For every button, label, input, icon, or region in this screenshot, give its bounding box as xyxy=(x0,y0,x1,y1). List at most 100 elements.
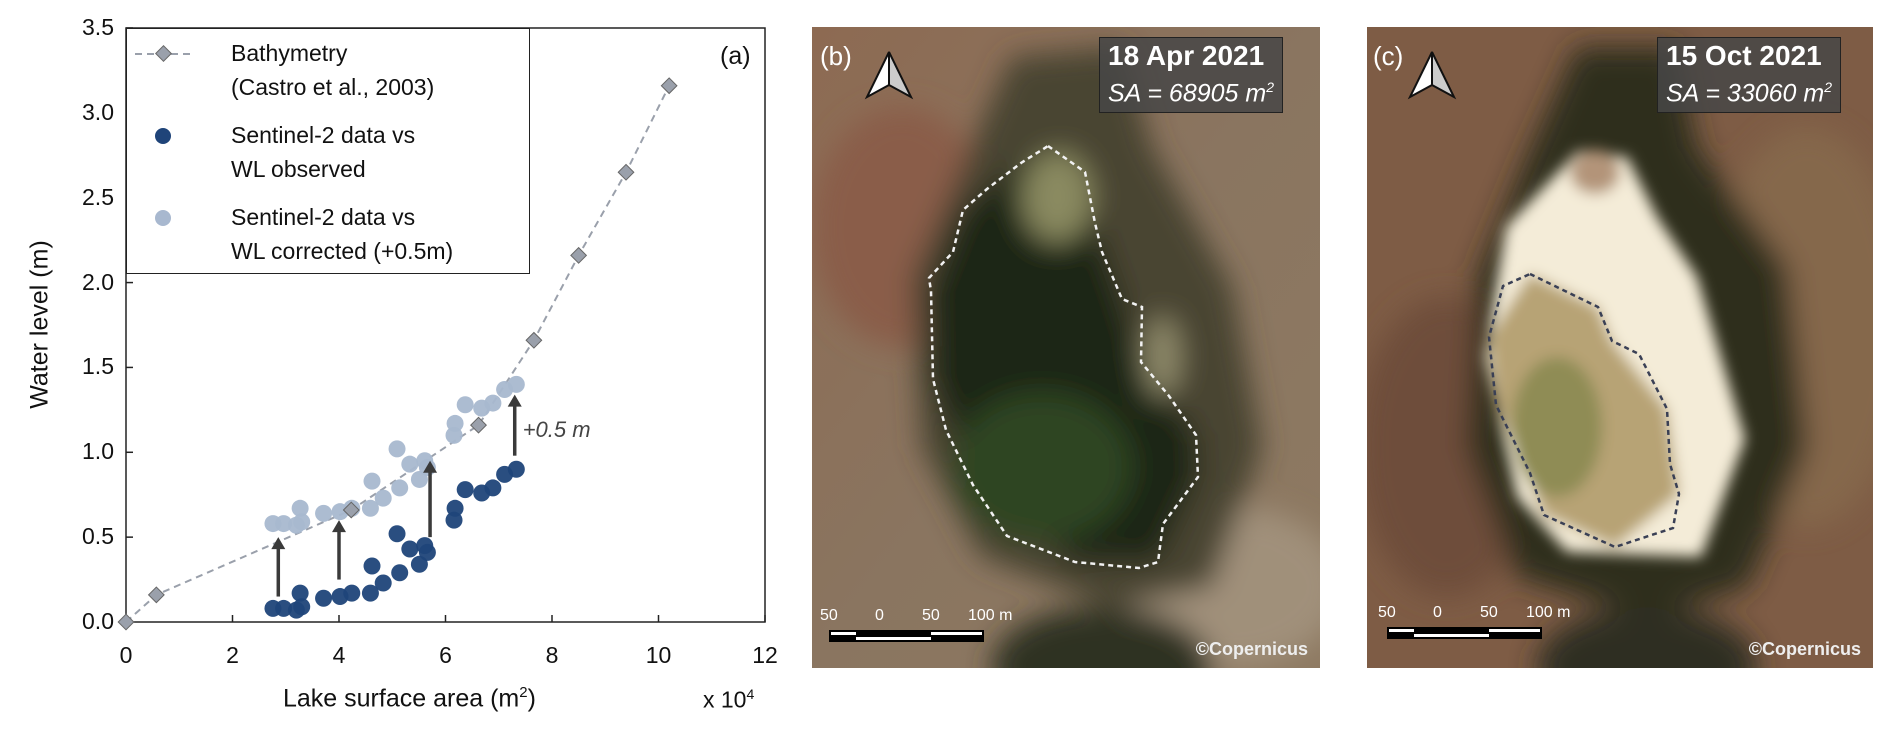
legend: Bathymetry (Castro et al., 2003) Sentine… xyxy=(126,28,530,274)
corrected-point xyxy=(388,440,406,458)
y-tick-label: 1.0 xyxy=(82,438,114,465)
bathymetry-point xyxy=(470,416,488,434)
observed-point xyxy=(484,479,502,497)
sa-text: SA = 68905 m xyxy=(1108,79,1267,108)
y-tick-label: 1.5 xyxy=(82,353,114,380)
corrected-point xyxy=(446,414,464,432)
x-tick-label: 12 xyxy=(752,642,778,668)
scale-label: 50 xyxy=(1480,604,1498,621)
observed-point xyxy=(388,525,406,543)
panel-a-label: (a) xyxy=(720,42,751,70)
scale-label: 100 m xyxy=(1526,604,1571,621)
legend-item-bathymetry: Bathymetry (Castro et al., 2003) xyxy=(231,39,434,101)
satellite-panel-c: (c) 15 Oct 2021 SA = 33060 m2 50 0 50 10… xyxy=(1367,27,1873,668)
scale-bar-icon xyxy=(829,630,984,642)
panel-c-date: 15 Oct 2021 xyxy=(1666,40,1822,71)
lake-outline-c xyxy=(1487,272,1681,549)
panel-b-info-box: 18 Apr 2021 SA = 68905 m2 xyxy=(1099,37,1283,114)
corrected-point xyxy=(456,396,474,414)
legend-text: Sentinel-2 data vs xyxy=(231,204,416,230)
x-axis-label-text: Lake surface area (m xyxy=(283,684,520,713)
y-tick-label: 2.5 xyxy=(82,183,114,210)
legend-text: Bathymetry xyxy=(231,40,348,66)
satellite-image-c xyxy=(1367,27,1873,668)
x-tick-label: 0 xyxy=(119,642,133,668)
panel-b-credit: ©Copernicus xyxy=(1195,639,1308,659)
observed-point xyxy=(315,589,333,607)
legend-item-observed: Sentinel-2 data vs WL observed xyxy=(231,121,415,183)
sa-text: SA = 33060 m xyxy=(1666,79,1825,108)
x-multiplier-text: x 10 xyxy=(703,686,747,713)
observed-point xyxy=(401,540,419,558)
corrected-point xyxy=(315,504,333,522)
x-multiplier-sup: 4 xyxy=(746,686,755,702)
scale-label: 100 m xyxy=(968,607,1013,624)
shift-arrow-head xyxy=(271,537,286,550)
x-axis-label: Lake surface area (m2) xyxy=(283,684,536,713)
corrected-point xyxy=(401,455,419,473)
y-axis-label: Water level (m) xyxy=(25,240,54,409)
bathymetry-point xyxy=(570,246,588,264)
observed-point xyxy=(418,543,436,561)
legend-corrected-marker xyxy=(155,210,171,226)
y-tick-label: 0.0 xyxy=(82,608,114,634)
observed-point xyxy=(291,584,309,602)
x-tick-label: 2 xyxy=(226,642,239,668)
x-axis-label-end: ) xyxy=(527,684,536,713)
satellite-panel-b: (b) 18 Apr 2021 SA = 68905 m2 50 0 50 10… xyxy=(812,27,1320,668)
observed-point xyxy=(343,584,361,602)
chart-plot xyxy=(117,27,766,631)
x-tick-label: 8 xyxy=(545,642,559,668)
corrected-point xyxy=(374,489,392,507)
scale-label: 0 xyxy=(1433,604,1442,621)
bathymetry-point xyxy=(147,586,165,604)
x-tick-label: 10 xyxy=(645,642,672,668)
shift-annotation: +0.5 m xyxy=(522,416,591,442)
y-tick-label: 3.5 xyxy=(82,14,114,40)
panel-c-label: (c) xyxy=(1373,41,1404,71)
corrected-point xyxy=(361,499,379,517)
corrected-point xyxy=(484,394,502,412)
legend-text: Sentinel-2 data vs xyxy=(231,122,416,148)
panel-c-surface-area: SA = 33060 m2 xyxy=(1666,72,1832,108)
satellite-image-b xyxy=(812,27,1320,668)
legend-text: (Castro et al., 2003) xyxy=(231,74,435,100)
observed-point xyxy=(293,598,311,616)
sa-sup: 2 xyxy=(1824,79,1832,95)
bathymetry-point xyxy=(117,613,135,631)
scale-label: 50 xyxy=(820,607,838,624)
x-axis-label-sup: 2 xyxy=(519,684,528,701)
y-tick-label: 0.5 xyxy=(82,523,114,550)
panel-b-label: (b) xyxy=(820,41,852,71)
observed-point xyxy=(361,584,379,602)
x-multiplier: x 104 xyxy=(703,686,754,714)
scale-label: 0 xyxy=(875,607,884,624)
scale-label: 50 xyxy=(922,607,940,624)
x-tick-label: 6 xyxy=(439,642,452,668)
sa-sup: 2 xyxy=(1266,79,1274,95)
legend-item-corrected: Sentinel-2 data vs WL corrected (+0.5m) xyxy=(231,203,453,265)
observed-point xyxy=(456,481,474,499)
legend-text: WL corrected (+0.5m) xyxy=(231,238,454,264)
y-tick-label: 2.0 xyxy=(82,268,114,295)
lake-outline-b xyxy=(927,144,1200,570)
panel-c-credit: ©Copernicus xyxy=(1748,639,1861,659)
x-tick-label: 4 xyxy=(332,642,346,668)
observed-point xyxy=(275,599,293,617)
corrected-point xyxy=(391,479,409,497)
scale-label: 50 xyxy=(1378,604,1396,621)
panel-b-surface-area: SA = 68905 m2 xyxy=(1108,72,1274,108)
legend-markers xyxy=(135,45,195,226)
observed-point xyxy=(507,460,525,478)
shift-arrow-head xyxy=(423,460,438,473)
observed-point xyxy=(374,574,392,592)
shift-arrow-head xyxy=(332,520,346,533)
panel-b-date: 18 Apr 2021 xyxy=(1108,40,1265,71)
north-arrow-icon xyxy=(1407,51,1457,100)
bathymetry-point xyxy=(617,163,635,181)
bathymetry-point xyxy=(342,501,360,519)
legend-observed-marker xyxy=(155,128,171,144)
legend-text: WL observed xyxy=(231,156,366,182)
legend-bathymetry-diamond xyxy=(155,45,172,62)
